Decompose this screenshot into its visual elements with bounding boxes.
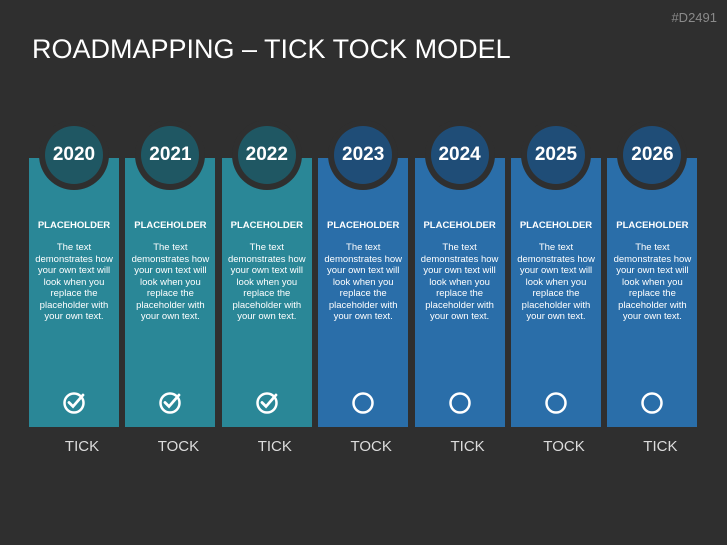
phase-label: TICK: [64, 438, 100, 455]
year-badge: 2022: [231, 120, 302, 190]
description: The text demonstrates how your own text …: [324, 242, 402, 322]
heading: PLACEHOLDER: [327, 220, 400, 231]
phase-label: TICK: [450, 438, 485, 455]
circle-icon: [641, 392, 664, 414]
description: The text demonstrates how your own text …: [420, 242, 499, 322]
year-badge: 2025: [521, 120, 591, 190]
phase-label: TOCK: [543, 438, 585, 455]
column: PLACEHOLDER The text demonstrates how you…: [125, 158, 216, 427]
column: PLACEHOLDER The text demonstrates how you…: [414, 158, 505, 427]
column: PLACEHOLDER The text demonstrates how you…: [29, 158, 119, 427]
description: The text demonstrates how your own text …: [35, 242, 113, 322]
heading: PLACEHOLDER: [37, 220, 111, 231]
year: 2026: [623, 126, 682, 184]
year-badge: 2024: [424, 120, 495, 190]
circle-icon: [448, 392, 471, 414]
description: The text demonstrates how your own text …: [517, 242, 595, 322]
phase-label: TOCK: [350, 438, 392, 455]
circle-icon: [545, 392, 567, 414]
phase-label: TICK: [257, 438, 292, 455]
heading: PLACEHOLDER: [423, 220, 496, 231]
year: 2020: [45, 126, 103, 184]
phase-label: TOCK: [157, 438, 200, 455]
column: PLACEHOLDER The text demonstrates how you…: [511, 158, 601, 427]
year-badge: 2023: [328, 120, 399, 190]
heading: PLACEHOLDER: [616, 220, 689, 231]
description: The text demonstrates how your own text …: [613, 242, 692, 322]
year: 2022: [237, 126, 296, 184]
year-badge: 2020: [39, 120, 109, 190]
slide-title: ROADMAPPING – TICK TOCK MODEL: [32, 34, 511, 64]
phase-label: TICK: [643, 438, 678, 455]
year: 2021: [141, 126, 200, 184]
check-icon: [63, 392, 85, 414]
description: The text demonstrates how your own text …: [131, 242, 210, 322]
check-icon: [256, 392, 278, 414]
column: PLACEHOLDER The text demonstrates how you…: [318, 158, 409, 427]
column: PLACEHOLDER The text demonstrates how you…: [221, 158, 312, 427]
slide-id: #D2491: [671, 10, 717, 25]
year: 2024: [430, 126, 489, 184]
description: The text demonstrates how your own text …: [227, 242, 306, 322]
circle-icon: [352, 392, 374, 414]
heading: PLACEHOLDER: [230, 220, 303, 231]
check-icon: [159, 392, 182, 414]
heading: PLACEHOLDER: [134, 220, 207, 231]
heading: PLACEHOLDER: [519, 220, 593, 231]
year-badge: 2021: [135, 120, 206, 190]
column: PLACEHOLDER The text demonstrates how you…: [607, 158, 698, 427]
year-badge: 2026: [617, 120, 688, 190]
year: 2023: [334, 126, 393, 184]
year: 2025: [527, 126, 585, 184]
